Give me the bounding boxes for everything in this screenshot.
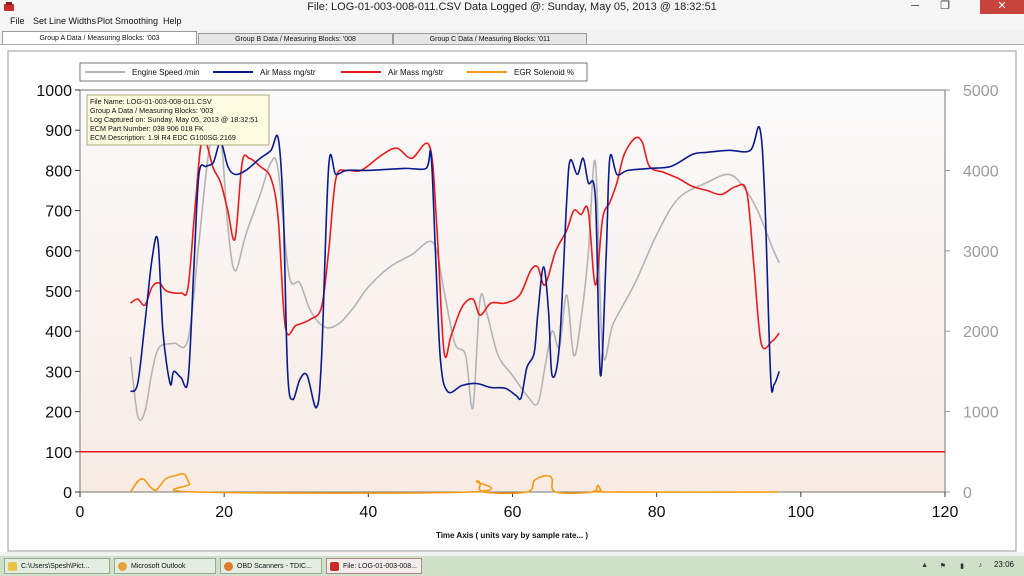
x-tick-label-6: 120 xyxy=(932,504,959,521)
taskbar-outlook[interactable]: Microsoft Outlook xyxy=(114,558,216,574)
y-right-tick-label-2: 2000 xyxy=(963,324,999,341)
info-log-captured: Log Captured on: Sunday, May 05, 2013 @ … xyxy=(90,115,258,124)
plot-area xyxy=(79,89,946,493)
taskbar-outlook-label: Microsoft Outlook xyxy=(131,563,186,570)
taskbar-explorer-label: C:\Users\Spesh\Pict... xyxy=(21,563,90,570)
restore-button[interactable]: ❐ xyxy=(940,0,950,12)
series-egr-solenoid xyxy=(129,472,780,495)
menu-set-line-widths[interactable]: Set Line Widths xyxy=(33,16,97,26)
info-ecm-part-number: ECM Part Number: 038 906 018 FK xyxy=(90,124,204,133)
y-right-tick-label-3: 3000 xyxy=(963,244,999,261)
info-box: File Name: LOG-01-003-008-011.CSV Group … xyxy=(86,94,270,146)
title-bar: File: LOG-01-003-008-011.CSV Data Logged… xyxy=(0,0,1024,16)
info-group: Group A Data / Measuring Blocks: '003 xyxy=(90,106,213,115)
taskbar-explorer[interactable]: C:\Users\Spesh\Pict... xyxy=(4,558,110,574)
info-file-name: File Name: LOG-01-003-008-011.CSV xyxy=(90,97,212,106)
y-right-tick-label-5: 5000 xyxy=(963,83,999,100)
series-air-mass-blue xyxy=(129,125,780,409)
legend: Engine Speed /min Air Mass mg/str Air Ma… xyxy=(79,62,588,82)
y-left-tick-label-8: 800 xyxy=(45,163,72,180)
tray-flag-icon[interactable]: ⚑ xyxy=(939,563,946,570)
menu-help[interactable]: Help xyxy=(163,16,182,26)
taskbar-firefox[interactable]: OBD Scanners - TDIC... xyxy=(220,558,322,574)
y-left-tick-label-5: 500 xyxy=(45,284,72,301)
y-left-tick-label-7: 700 xyxy=(45,204,72,221)
legend-label-air-mass-blue: Air Mass mg/str xyxy=(260,68,316,77)
legend-label-air-mass-red: Air Mass mg/str xyxy=(388,68,444,77)
tab-group-a[interactable]: Group A Data / Measuring Blocks: '003 xyxy=(2,31,197,44)
y-left-tick-label-1: 100 xyxy=(45,445,72,462)
taskbar: C:\Users\Spesh\Pict... Microsoft Outlook… xyxy=(0,556,1024,576)
legend-label-engine-speed: Engine Speed /min xyxy=(132,68,200,77)
tray-network-icon[interactable]: ▮ xyxy=(960,563,964,570)
info-box-background xyxy=(86,94,270,146)
tab-group-c[interactable]: Group C Data / Measuring Blocks: '011 xyxy=(393,33,587,44)
outlook-icon xyxy=(118,562,127,571)
folder-icon xyxy=(8,562,17,571)
menu-bar: File Set Line Widths Plot Smoothing Help xyxy=(0,15,1024,30)
x-axis-label: Time Axis ( units vary by sample rate...… xyxy=(436,531,588,540)
legend-label-egr: EGR Solenoid % xyxy=(514,68,574,77)
y-left-tick-label-2: 200 xyxy=(45,405,72,422)
page-frame xyxy=(7,50,1017,552)
y-left-tick-label-0: 0 xyxy=(63,485,72,502)
taskbar-clock: 23:06 xyxy=(993,560,1014,569)
y-left-tick-label-9: 900 xyxy=(45,123,72,140)
tray-volume-icon[interactable]: ♪ xyxy=(978,562,983,569)
tab-strip: Group A Data / Measuring Blocks: '003 Gr… xyxy=(0,31,1024,44)
y-left-tick-label-6: 600 xyxy=(45,244,72,261)
window-title: File: LOG-01-003-008-011.CSV Data Logged… xyxy=(307,1,717,13)
legend-box xyxy=(79,62,588,82)
x-tick-label-1: 20 xyxy=(215,504,233,521)
chart: 0100200300400500600700800900100001000200… xyxy=(7,50,1017,552)
taskbar-log-viewer[interactable]: File: LOG-01-003-008... xyxy=(326,558,422,574)
minimize-button[interactable]: ─ xyxy=(911,0,919,12)
y-left-tick-label-10: 1000 xyxy=(36,83,72,100)
x-tick-label-2: 40 xyxy=(359,504,377,521)
taskbar-firefox-label: OBD Scanners - TDIC... xyxy=(237,563,312,570)
close-button[interactable]: ✕ xyxy=(980,0,1024,14)
taskbar-log-viewer-label: File: LOG-01-003-008... xyxy=(343,563,417,570)
x-tick-label-0: 0 xyxy=(76,504,85,521)
x-tick-label-3: 60 xyxy=(504,504,522,521)
y-left-tick-label-3: 300 xyxy=(45,364,72,381)
menu-plot-smoothing[interactable]: Plot Smoothing xyxy=(97,16,159,26)
series-air-mass-red xyxy=(130,136,780,359)
y-right-tick-label-0: 0 xyxy=(963,485,972,502)
chart-panel: 0 100 200 300 400 500 600 700 800 900 1000 0 1000 200… xyxy=(0,44,1024,552)
x-tick-label-5: 100 xyxy=(787,504,814,521)
tab-group-b[interactable]: Group B Data / Measuring Blocks: '008 xyxy=(198,33,393,44)
menu-file[interactable]: File xyxy=(10,16,25,26)
info-ecm-description: ECM Description: 1.9l R4 EDC G100SG 2169 xyxy=(90,133,236,142)
log-viewer-icon xyxy=(330,562,339,571)
firefox-icon xyxy=(224,562,233,571)
app-icon xyxy=(4,2,14,11)
x-tick-label-4: 80 xyxy=(648,504,666,521)
y-right-tick-label-4: 4000 xyxy=(963,163,999,180)
y-right-tick-label-1: 1000 xyxy=(963,405,999,422)
y-left-tick-label-4: 400 xyxy=(45,324,72,341)
tray-arrow-icon[interactable]: ▲ xyxy=(921,562,928,569)
